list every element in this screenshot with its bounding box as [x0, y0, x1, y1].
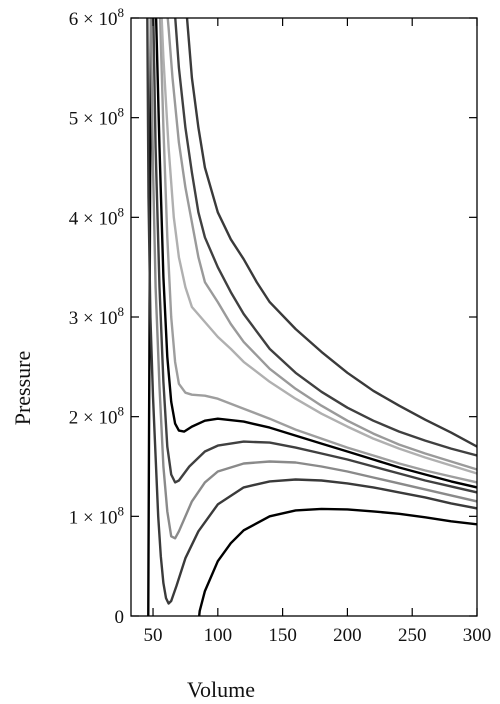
y-tick-mantissa: 6 × 10 [69, 9, 118, 30]
isotherm-curve-11 [185, 18, 477, 448]
isotherm-curve-1 [147, 18, 153, 616]
isotherm-curve-8 [160, 18, 477, 475]
y-tick-label: 5 × 108 [69, 105, 124, 130]
y-tick-label: 1 × 108 [69, 503, 124, 528]
y-tick-label: 0 [115, 607, 125, 628]
y-tick-label: 4 × 108 [69, 204, 124, 229]
y-tick-mantissa: 2 × 10 [69, 408, 118, 429]
y-tick-exponent: 8 [118, 105, 125, 120]
x-tick-label: 150 [268, 625, 297, 646]
y-tick-mantissa: 3 × 10 [69, 308, 118, 329]
isotherm-curve-2 [197, 507, 477, 616]
isotherm-curve-3 [146, 18, 477, 605]
isotherm-curve-7 [158, 18, 477, 484]
isotherm-curve-6 [154, 18, 477, 489]
x-tick-label: 100 [204, 625, 233, 646]
y-tick-exponent: 8 [118, 503, 125, 518]
y-axis-title: Pressure [10, 351, 35, 426]
y-tick-exponent: 8 [118, 5, 125, 20]
y-tick-label: 2 × 108 [69, 404, 124, 429]
x-tick-label: 50 [144, 625, 163, 646]
y-tick-label: 6 × 108 [69, 5, 124, 30]
isotherm-curve-4 [149, 18, 477, 540]
y-tick-label: 3 × 108 [69, 304, 124, 329]
x-tick-label: 300 [463, 625, 492, 646]
y-tick-mantissa: 4 × 10 [69, 208, 118, 229]
isotherm-curve-5 [152, 18, 477, 494]
isotherm-curve-9 [166, 18, 477, 471]
isotherm-curves [146, 18, 477, 616]
x-axis-title: Volume [187, 677, 255, 702]
x-tick-label: 250 [398, 625, 427, 646]
x-tick-label: 200 [333, 625, 362, 646]
y-tick-exponent: 8 [118, 204, 125, 219]
y-tick-exponent: 8 [118, 404, 125, 419]
y-tick-mantissa: 1 × 10 [69, 507, 118, 528]
y-tick-exponent: 8 [118, 304, 125, 319]
isotherm-curve-10 [174, 18, 477, 457]
y-tick-mantissa: 5 × 10 [69, 109, 118, 130]
